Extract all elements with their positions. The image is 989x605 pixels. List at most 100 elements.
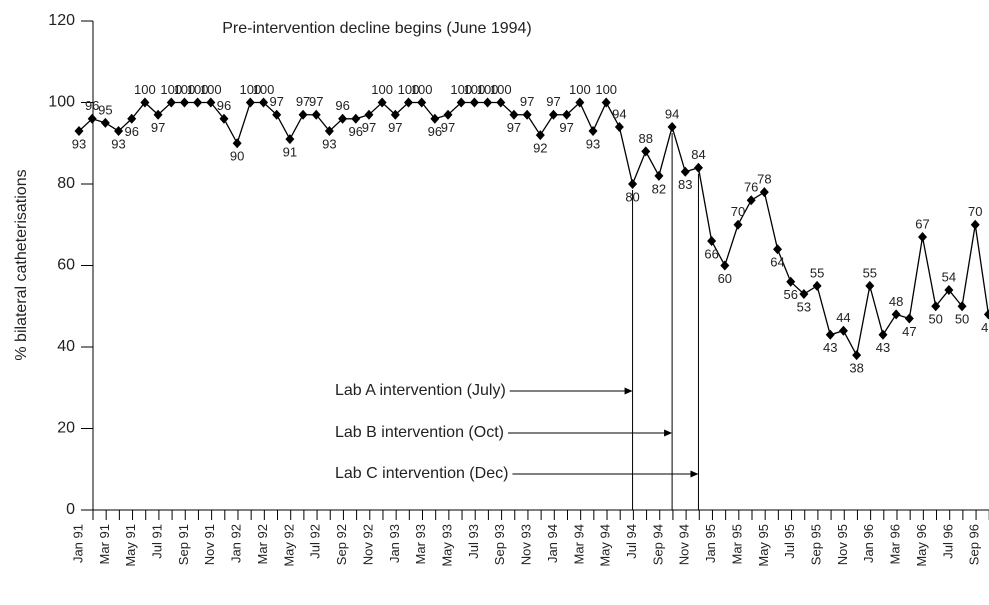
data-label: 97: [362, 120, 376, 135]
marker: [680, 166, 690, 177]
y-tick-label: 60: [57, 257, 75, 274]
x-tick-label: May 95: [756, 524, 771, 567]
data-label: 100: [569, 82, 591, 97]
x-tick-label: Nov 91: [202, 524, 217, 565]
x-tick-label: Mar 96: [888, 524, 903, 564]
line: [78, 101, 989, 358]
marker: [904, 313, 914, 324]
data-label: 38: [849, 361, 863, 376]
x-tick-label: May 92: [281, 524, 296, 567]
x-tick-label: Nov 92: [360, 524, 375, 565]
data-label: 55: [863, 265, 877, 280]
marker: [983, 309, 989, 320]
marker: [259, 97, 269, 108]
data-label: 96: [335, 98, 349, 113]
data-label: 100: [464, 82, 486, 97]
marker: [364, 109, 374, 120]
marker: [100, 117, 110, 128]
marker: [878, 329, 888, 340]
marker: [87, 113, 97, 124]
marker: [693, 162, 703, 173]
data-label: 92: [533, 141, 547, 156]
x-tick-label: Sep 91: [176, 524, 191, 565]
x-tick-label: Nov 95: [835, 524, 850, 565]
data-label: 43: [876, 340, 890, 355]
data-label: 70: [968, 204, 982, 219]
data-label: 78: [757, 172, 771, 187]
marker: [351, 113, 361, 124]
data-label: 50: [955, 312, 969, 327]
data-label: 96: [428, 124, 442, 139]
data-label: 100: [239, 82, 261, 97]
data-label: 100: [134, 82, 156, 97]
x-tick-label: Sep 95: [809, 524, 824, 565]
data-label: 56: [783, 287, 797, 302]
marker: [390, 109, 400, 120]
data-label: 48: [981, 320, 989, 335]
data-label: 83: [678, 177, 692, 192]
data-label: 100: [187, 82, 209, 97]
marker: [298, 109, 308, 120]
marker: [588, 126, 598, 137]
data-label: 100: [450, 82, 472, 97]
marker: [944, 284, 954, 295]
marker: [377, 97, 387, 108]
marker: [509, 109, 519, 120]
marker: [272, 109, 282, 120]
data-label: 93: [111, 136, 125, 151]
data-label: 76: [744, 180, 758, 195]
x-tick-label: Jul 96: [940, 524, 955, 559]
marker: [311, 109, 321, 120]
marker: [575, 97, 585, 108]
data-label: 97: [309, 94, 323, 109]
marker: [443, 109, 453, 120]
data-label: 96: [349, 124, 363, 139]
marker: [166, 97, 176, 108]
data-label: 80: [625, 189, 639, 204]
marker: [865, 280, 875, 291]
x-tick-label: Jul 94: [624, 524, 639, 559]
data-label: 53: [797, 299, 811, 314]
x-tick-label: Sep 96: [967, 524, 982, 565]
x-tick-label: Jul 91: [150, 524, 165, 559]
marker: [338, 113, 348, 124]
data-label: 93: [586, 136, 600, 151]
y-tick-label: 100: [48, 94, 75, 111]
data-label: 100: [160, 82, 182, 97]
x-tick-label: Nov 94: [677, 524, 692, 565]
marker: [931, 301, 941, 312]
x-tick-label: Mar 95: [729, 524, 744, 564]
y-tick-label: 40: [57, 338, 75, 355]
marker: [733, 219, 743, 230]
data-label: 97: [296, 94, 310, 109]
x-tick-label: Jul 93: [466, 524, 481, 559]
data-label: 100: [398, 82, 420, 97]
y-tick-label: 20: [57, 420, 75, 437]
data-label: 90: [230, 149, 244, 164]
annotation: Lab B intervention (Oct): [335, 424, 504, 441]
data-label: 64: [770, 255, 784, 270]
x-tick-label: Jul 92: [308, 524, 323, 559]
marker: [245, 97, 255, 108]
data-label: 82: [652, 181, 666, 196]
marker: [193, 97, 203, 108]
marker: [456, 97, 466, 108]
x-tick-label: Sep 94: [650, 524, 665, 565]
x-tick-label: Jan 93: [387, 524, 402, 563]
marker: [417, 97, 427, 108]
marker: [628, 179, 638, 189]
data-label: 60: [718, 271, 732, 286]
data-label: 66: [704, 246, 718, 261]
x-tick-label: Nov 93: [519, 524, 534, 565]
x-tick-label: May 91: [123, 524, 138, 567]
arrow-head: [690, 470, 699, 478]
data-label: 96: [124, 124, 138, 139]
data-label: 70: [731, 204, 745, 219]
data-label: 54: [942, 269, 956, 284]
data-label: 97: [388, 120, 402, 135]
marker: [852, 350, 862, 361]
data-label: 55: [810, 265, 824, 280]
marker: [970, 219, 980, 230]
marker: [404, 97, 413, 108]
